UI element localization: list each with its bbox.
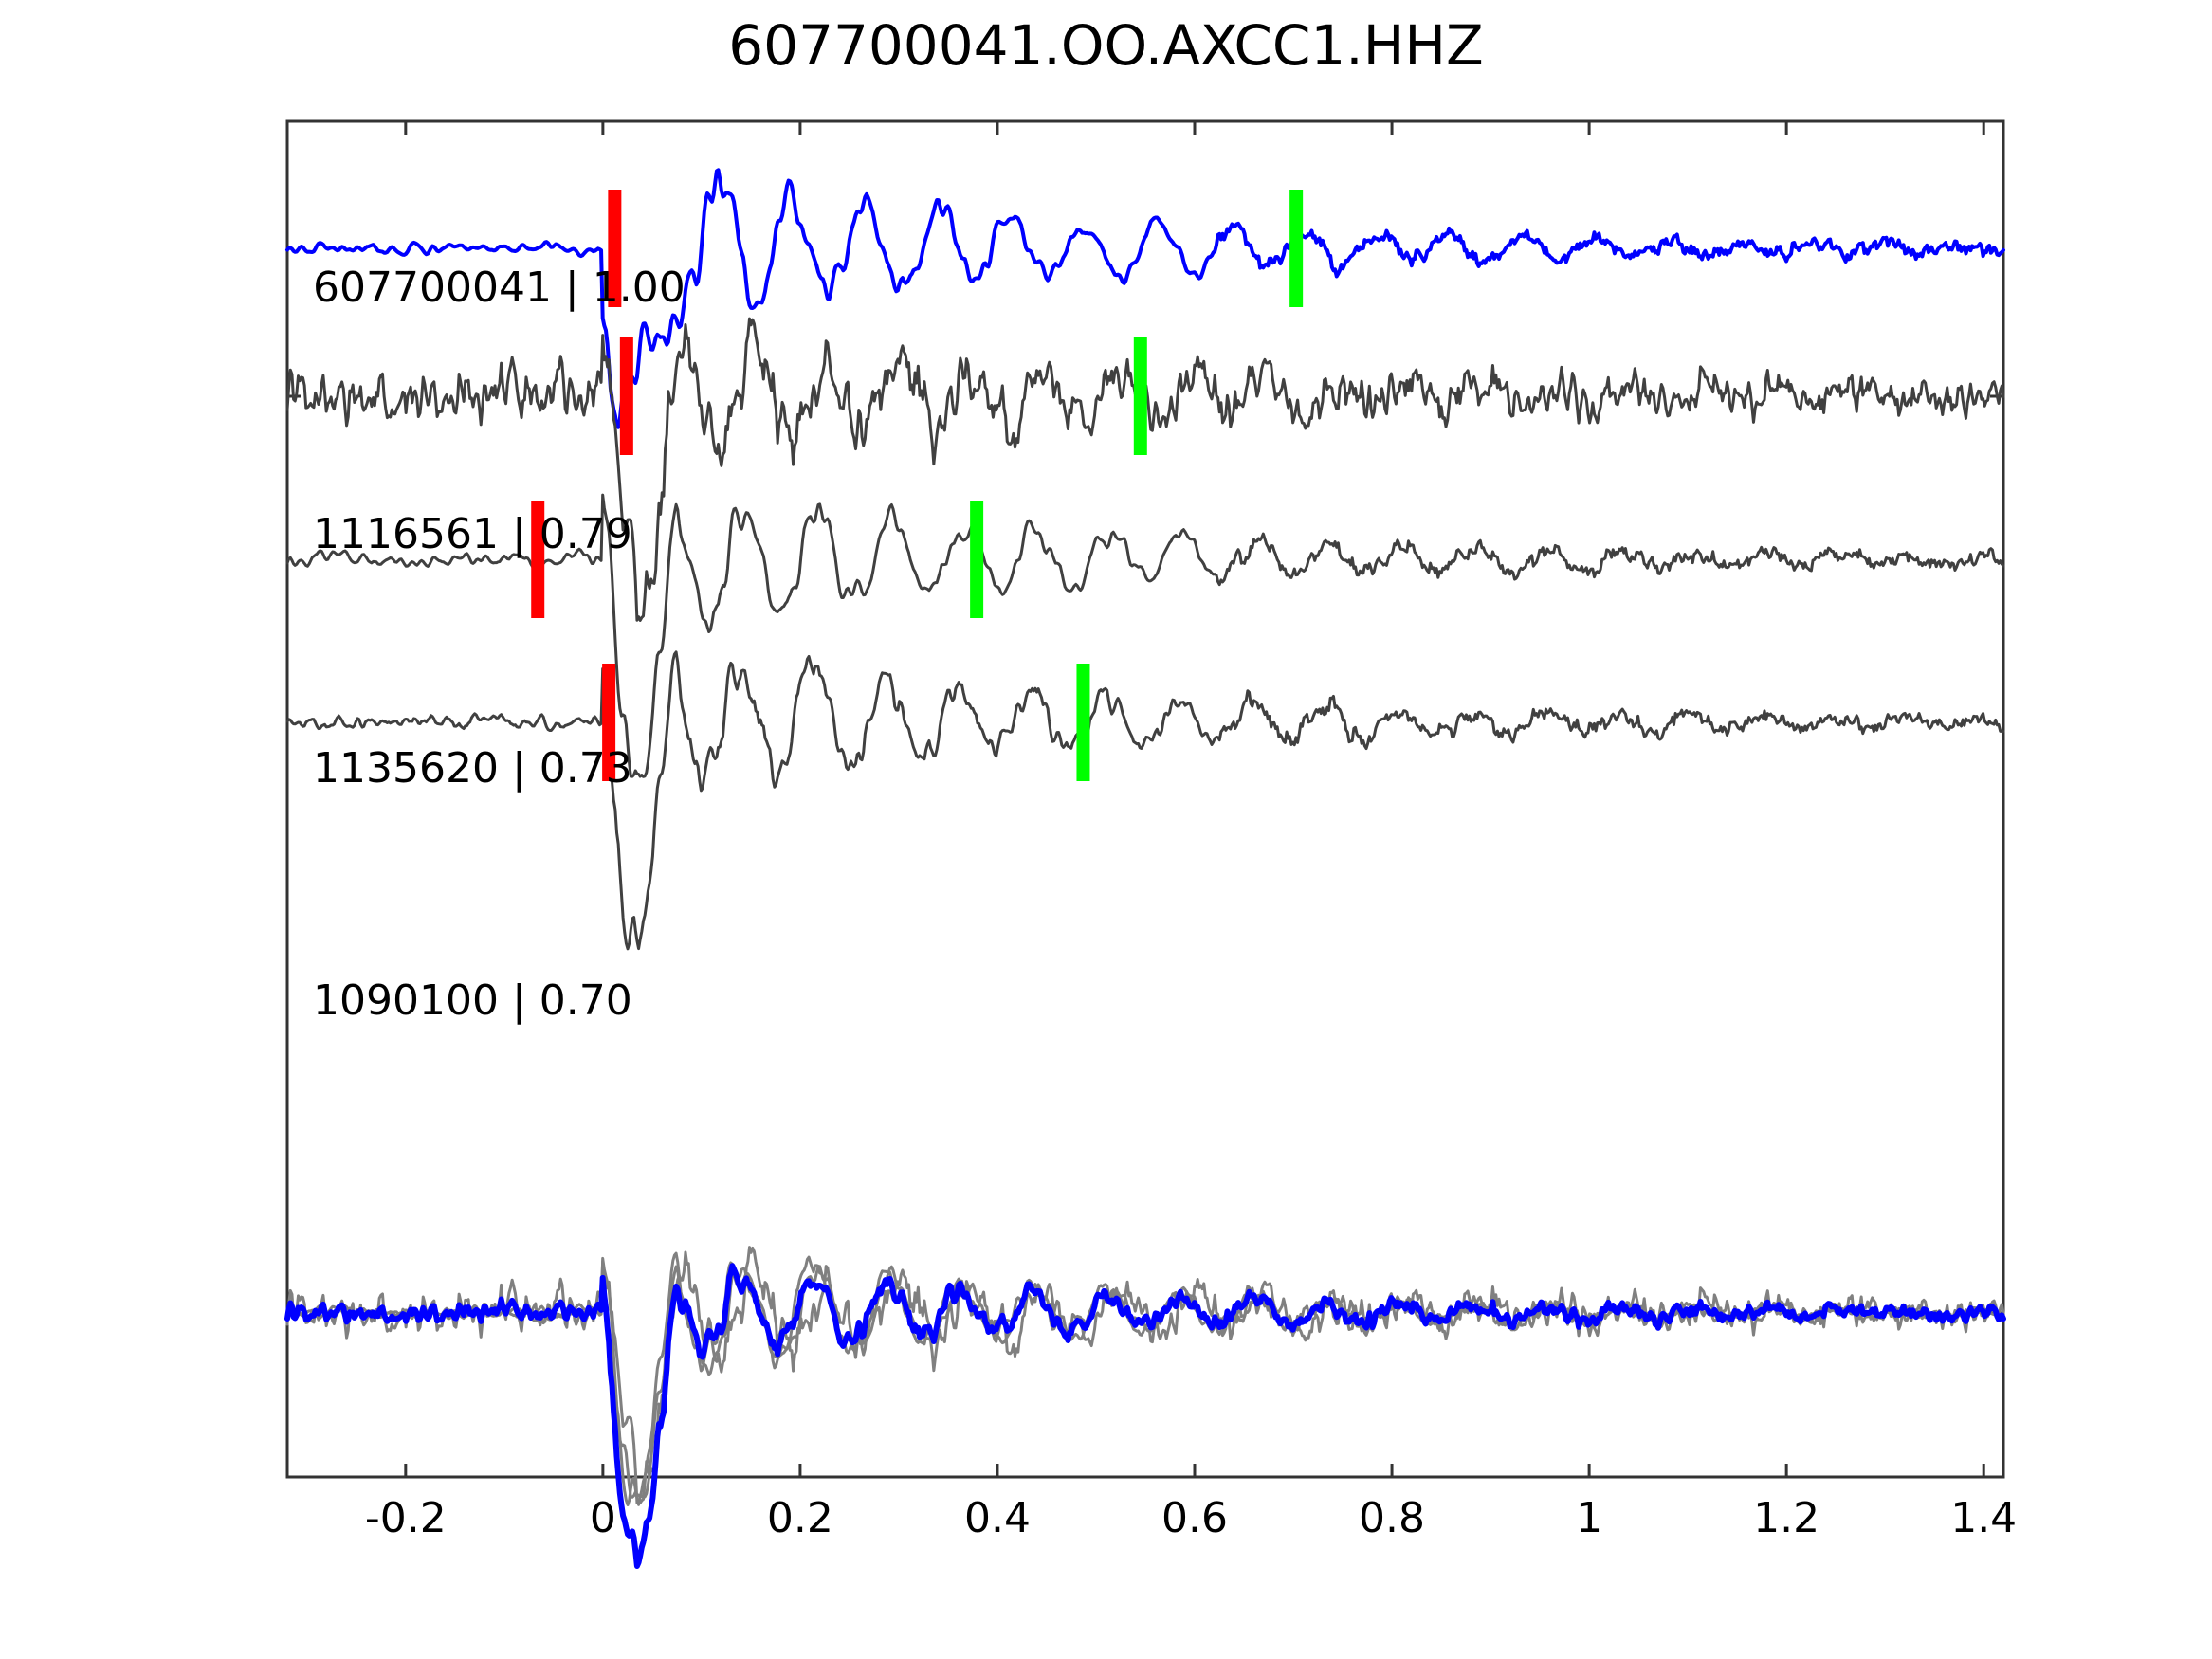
x-tick-label: 0.2	[766, 1494, 833, 1542]
p-pick-marker	[531, 501, 545, 618]
stack-summed-trace	[284, 1263, 2006, 1569]
x-tick-label: 0	[589, 1494, 616, 1542]
waveform-trace	[285, 493, 2005, 778]
s-pick-marker	[1289, 190, 1304, 307]
trace-label: 607700041 | 1.00	[313, 264, 686, 312]
waveform-trace	[285, 650, 2005, 951]
x-tick-label: 0.4	[963, 1494, 1031, 1542]
p-pick-marker	[619, 337, 633, 455]
p-pick-marker	[608, 190, 622, 307]
s-pick-marker	[1133, 337, 1147, 455]
x-tick-label: 1.2	[1753, 1494, 1820, 1542]
trace-label: 1116561 | 0.79	[313, 510, 632, 558]
x-tick-label: 1	[1576, 1494, 1603, 1542]
trace-label: 1090100 | 0.70	[313, 976, 632, 1025]
s-pick-marker	[970, 501, 984, 618]
stack-overlay-trace	[285, 1256, 2005, 1499]
plot-frame	[285, 119, 2005, 1479]
p-pick-marker	[602, 664, 616, 781]
x-tick-label: -0.2	[364, 1494, 447, 1542]
x-tick-label: 1.4	[1950, 1494, 2018, 1542]
x-tick-label: 0.6	[1161, 1494, 1228, 1542]
s-pick-marker	[1076, 664, 1090, 781]
stack-overlay-trace	[285, 1246, 2005, 1504]
waveform-trace	[285, 168, 2005, 429]
stack-overlay-trace	[285, 1251, 2005, 1506]
x-tick-label: 0.8	[1359, 1494, 1426, 1542]
trace-label: 1135620 | 0.73	[313, 744, 632, 793]
chart-title: 607700041.OO.AXCC1.HHZ	[728, 13, 1484, 78]
